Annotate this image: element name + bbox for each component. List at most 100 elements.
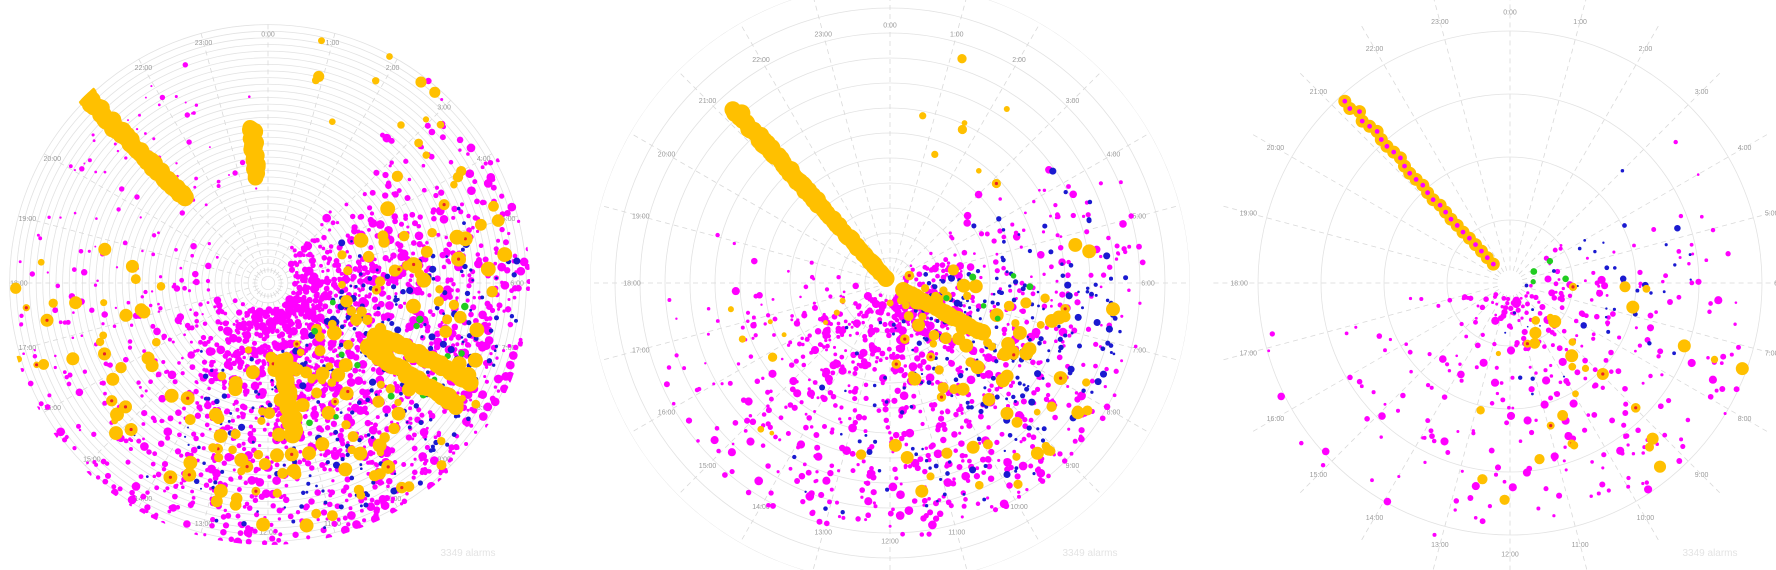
magenta-point <box>716 448 721 454</box>
yellow-point <box>970 360 985 375</box>
magenta-point <box>1599 481 1606 488</box>
magenta-point <box>140 394 144 398</box>
magenta-point <box>174 316 183 325</box>
magenta-point <box>995 252 999 256</box>
magenta-point <box>35 406 41 411</box>
magenta-point <box>504 306 512 313</box>
blue-point <box>238 423 246 431</box>
magenta-point <box>172 379 178 385</box>
blue-point <box>338 504 344 510</box>
magenta-point <box>712 382 716 386</box>
magenta-point <box>765 463 771 469</box>
magenta-point <box>935 427 941 433</box>
magenta-point <box>1026 432 1032 438</box>
red-point <box>346 389 350 394</box>
magenta-point <box>1347 374 1353 381</box>
yellow-point <box>422 116 430 123</box>
blue-point <box>936 499 939 503</box>
magenta-point <box>507 231 511 236</box>
alarm-count-label: 3349 alarms <box>1062 548 1117 559</box>
magenta-point <box>320 509 328 516</box>
blue-point <box>453 414 458 419</box>
blue-point <box>883 375 887 380</box>
magenta-point <box>247 476 257 485</box>
magenta-point <box>897 321 902 326</box>
blue-point <box>990 300 995 305</box>
magenta-point <box>186 325 192 331</box>
yellow-point <box>442 314 453 325</box>
yellow-point <box>433 296 444 307</box>
magenta-point <box>982 353 986 357</box>
hour-label: 23:00 <box>195 40 213 47</box>
red-point <box>295 342 299 346</box>
blue-point <box>924 337 929 342</box>
magenta-point <box>308 342 313 348</box>
magenta-point <box>1030 434 1037 441</box>
magenta-point <box>994 439 1000 446</box>
magenta-point <box>223 326 232 336</box>
blue-point <box>371 480 376 485</box>
magenta-point <box>852 371 858 376</box>
magenta-point <box>157 231 160 235</box>
magenta-point <box>157 302 160 306</box>
magenta-point <box>417 214 423 220</box>
magenta-point <box>1344 331 1349 336</box>
magenta-point <box>921 497 928 504</box>
red-point <box>457 257 461 261</box>
blue-point <box>393 472 397 476</box>
magenta-point <box>1383 348 1387 353</box>
magenta-point <box>310 410 319 419</box>
blue-point <box>877 468 882 473</box>
magenta-point <box>125 459 131 465</box>
magenta-point <box>307 297 313 304</box>
magenta-point <box>872 367 877 372</box>
magenta-point <box>213 305 217 309</box>
magenta-point <box>518 337 523 342</box>
magenta-point <box>484 379 489 384</box>
magenta-point <box>1511 406 1515 410</box>
magenta-point <box>1510 375 1515 380</box>
magenta-point <box>935 273 940 279</box>
magenta-point <box>969 378 975 384</box>
magenta-point <box>271 541 278 545</box>
magenta-point <box>839 405 844 410</box>
magenta-point <box>1528 386 1535 393</box>
yellow-point <box>311 508 322 519</box>
magenta-point <box>381 272 386 276</box>
magenta-point <box>1596 289 1600 293</box>
magenta-point <box>362 518 367 523</box>
magenta-point <box>306 396 311 401</box>
magenta-point <box>228 476 234 482</box>
yellow-point <box>833 309 840 316</box>
hour-label: 12:00 <box>881 539 899 546</box>
magenta-point <box>1043 396 1050 403</box>
magenta-point <box>330 420 338 428</box>
magenta-point <box>216 184 221 188</box>
magenta-point <box>47 393 52 398</box>
magenta-point <box>1008 288 1013 293</box>
magenta-point <box>367 205 373 211</box>
yellow-point <box>1036 320 1045 329</box>
magenta-point <box>344 498 349 503</box>
yellow-point <box>302 446 316 461</box>
magenta-point <box>1467 495 1474 501</box>
magenta-point <box>1020 398 1027 405</box>
blue-point <box>214 518 219 523</box>
magenta-point <box>123 438 129 444</box>
magenta-point <box>365 269 371 276</box>
magenta-point <box>321 329 327 334</box>
blue-point <box>511 272 517 278</box>
magenta-point <box>765 313 771 318</box>
yellow-point <box>1568 362 1577 371</box>
green-point <box>416 315 424 324</box>
magenta-point <box>299 273 305 280</box>
magenta-point <box>1497 315 1504 322</box>
magenta-point <box>323 285 330 292</box>
magenta-point <box>1093 363 1098 369</box>
blue-point <box>1041 426 1047 432</box>
magenta-point <box>902 356 906 360</box>
magenta-point <box>347 372 354 379</box>
blue-point <box>1093 282 1098 287</box>
blue-point <box>950 394 954 398</box>
yellow-point <box>1011 416 1023 428</box>
